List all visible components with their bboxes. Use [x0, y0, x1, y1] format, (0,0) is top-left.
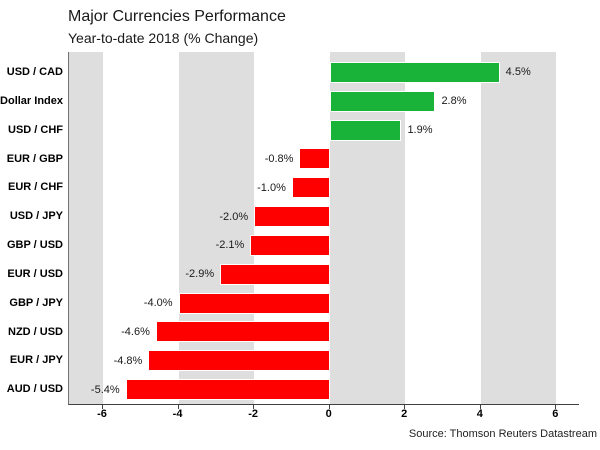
bar-value-label: -5.4% [90, 383, 120, 396]
x-tick [102, 405, 103, 409]
x-tick-label: 4 [476, 408, 483, 420]
x-tick-label: -6 [97, 408, 107, 420]
bar [254, 206, 330, 228]
bar [155, 321, 330, 343]
x-tick [177, 405, 179, 409]
bar-value-label: 1.9% [407, 124, 433, 137]
x-tick-label: 0 [325, 408, 332, 420]
category-label: EUR / GBP [6, 152, 63, 165]
x-tick [328, 405, 330, 409]
category-label: EUR / USD [7, 267, 63, 280]
bar-value-label: -2.1% [215, 239, 245, 252]
bar [125, 379, 330, 401]
bar-value-label: 2.8% [441, 95, 467, 108]
x-tick [404, 405, 406, 409]
category-label: GBP / JPY [9, 296, 63, 309]
category-label: AUD / USD [6, 383, 63, 396]
grid-band [480, 52, 557, 404]
category-label: Dollar Index [0, 94, 63, 107]
x-tick [555, 405, 557, 409]
x-tick-label: -4 [172, 408, 183, 420]
bar-value-label: -4.6% [121, 325, 150, 338]
bar [299, 148, 330, 170]
bar [220, 263, 330, 285]
chart-title: Major Currencies Performance [68, 8, 286, 25]
bar [329, 61, 500, 83]
category-label: USD / CAD [6, 66, 63, 78]
bar-value-label: 4.5% [505, 66, 531, 79]
category-label: EUR / CHF [8, 181, 63, 194]
category-label: GBP / USD [6, 239, 63, 251]
bar [178, 292, 330, 314]
category-label: USD / CHF [8, 123, 63, 136]
x-tick [253, 405, 255, 409]
bar-value-label: -2.9% [185, 268, 215, 281]
x-tick-label: -2 [248, 408, 258, 420]
bar-value-label: -4.8% [113, 354, 143, 367]
category-label: NZD / USD [8, 325, 63, 338]
bar-value-label: -4.0% [143, 297, 173, 310]
grid-band [178, 52, 255, 404]
x-tick-label: 6 [552, 408, 559, 420]
category-label: EUR / JPY [9, 354, 63, 367]
bar [148, 350, 330, 372]
bar-value-label: -0.8% [264, 152, 294, 165]
x-tick [479, 405, 481, 409]
bar [250, 234, 330, 256]
chart-subtitle: Year-to-date 2018 (% Change) [68, 30, 259, 46]
category-label: USD / JPY [9, 210, 63, 223]
bar [329, 119, 402, 141]
plot-area: 4.5% 2.8% 1.9% -0.8% -1.0% -2.0% -2.1% -2.9% -4.… [68, 52, 579, 405]
bar-value-label: -2.0% [219, 210, 249, 223]
bar [329, 90, 436, 112]
bar-value-label: -1.0% [257, 181, 286, 194]
source-note: Source: Thomson Reuters Datastream [408, 428, 597, 440]
grid-band [69, 52, 103, 404]
x-tick-label: 2 [401, 408, 408, 420]
bar [291, 177, 330, 199]
